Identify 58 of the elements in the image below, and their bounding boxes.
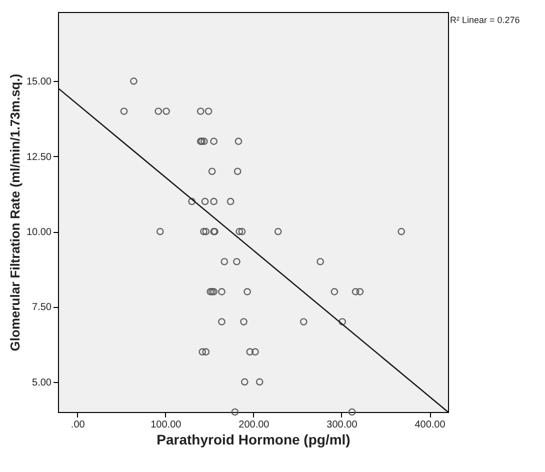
point — [201, 198, 209, 206]
x-axis-title: Parathyroid Hormone (pg/ml) — [156, 432, 350, 448]
point — [202, 228, 210, 236]
point — [274, 228, 282, 236]
point — [210, 138, 218, 145]
point — [202, 348, 210, 356]
point — [252, 348, 259, 356]
point — [244, 288, 251, 296]
x-tick-label: .00 — [70, 420, 86, 430]
point — [218, 318, 226, 326]
y-tick-label: 12.50 — [26, 152, 52, 163]
y-tick-label: 7.50 — [32, 302, 52, 314]
point — [233, 258, 240, 266]
y-tick-label: 5.00 — [32, 377, 52, 388]
x-tick-label: 400.00 — [414, 420, 446, 430]
point — [120, 108, 128, 115]
point — [234, 138, 242, 145]
point — [240, 318, 248, 326]
point — [316, 258, 324, 266]
point — [208, 168, 216, 176]
point — [234, 168, 242, 176]
point — [208, 288, 216, 296]
point — [238, 228, 246, 236]
y-axis-title: Glomerular Filtration Rate (ml/min/1.73m.sq.) — [7, 74, 22, 352]
point — [348, 408, 356, 416]
point — [200, 228, 208, 236]
point — [210, 288, 218, 296]
y-tick-label: 10.00 — [26, 227, 52, 238]
point — [156, 228, 164, 236]
x-tick-label: 100.00 — [150, 420, 182, 430]
y-tick-label: 15.00 — [26, 76, 52, 88]
point — [130, 77, 138, 85]
point — [226, 198, 234, 206]
point — [210, 198, 218, 206]
point — [330, 288, 338, 296]
point — [256, 378, 264, 386]
point — [206, 288, 214, 296]
x-tick-label: 200.00 — [238, 420, 270, 430]
point — [188, 198, 196, 206]
x-tick-label: 300.00 — [326, 420, 358, 430]
point — [198, 348, 206, 356]
point — [154, 108, 162, 115]
point — [246, 348, 254, 356]
point — [196, 108, 204, 115]
point — [200, 138, 208, 145]
point — [218, 288, 226, 296]
text: R² Linear = 0.276 — [450, 15, 520, 25]
point — [338, 318, 346, 326]
point — [356, 288, 364, 296]
point — [398, 228, 406, 236]
point — [220, 258, 228, 266]
point — [352, 288, 360, 296]
point — [204, 108, 212, 115]
point — [162, 108, 170, 115]
point — [236, 228, 244, 236]
point — [240, 378, 248, 386]
point — [231, 408, 239, 416]
point — [300, 318, 308, 326]
